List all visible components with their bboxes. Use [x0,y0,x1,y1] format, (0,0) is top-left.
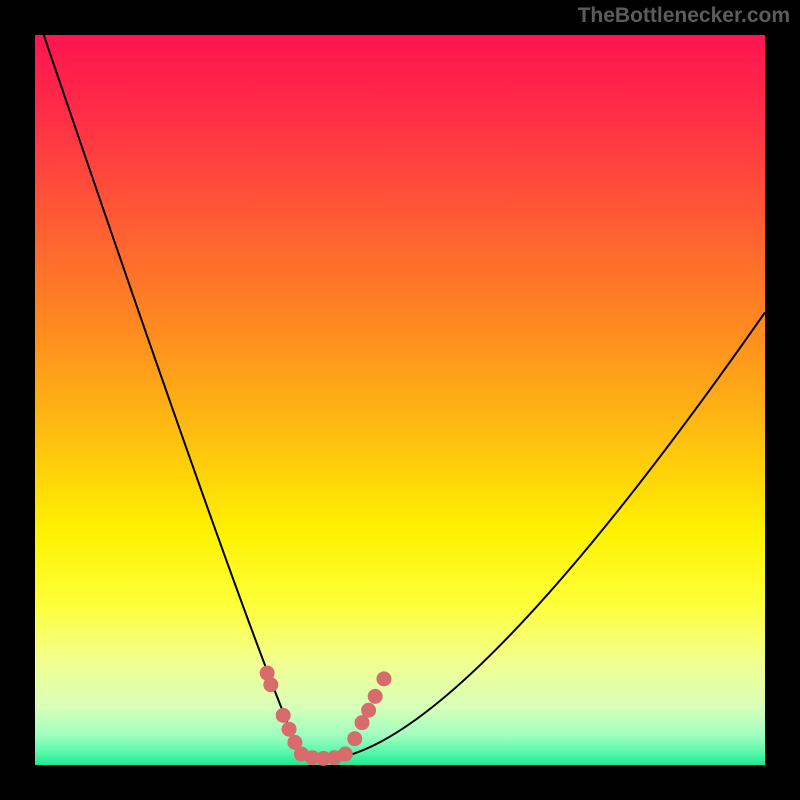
chart-container: TheBottlenecker.com [0,0,800,800]
marker-left-3 [282,722,296,736]
bottleneck-chart [0,0,800,800]
marker-left-1 [264,678,278,692]
marker-trough-4 [338,747,352,761]
marker-right-1 [362,703,376,717]
marker-right-3 [377,672,391,686]
attribution-text: TheBottlenecker.com [578,4,790,28]
marker-trough-5 [348,732,362,746]
marker-right-0 [355,716,369,730]
plot-gradient-bg [35,35,765,765]
marker-right-2 [368,689,382,703]
marker-left-2 [276,708,290,722]
